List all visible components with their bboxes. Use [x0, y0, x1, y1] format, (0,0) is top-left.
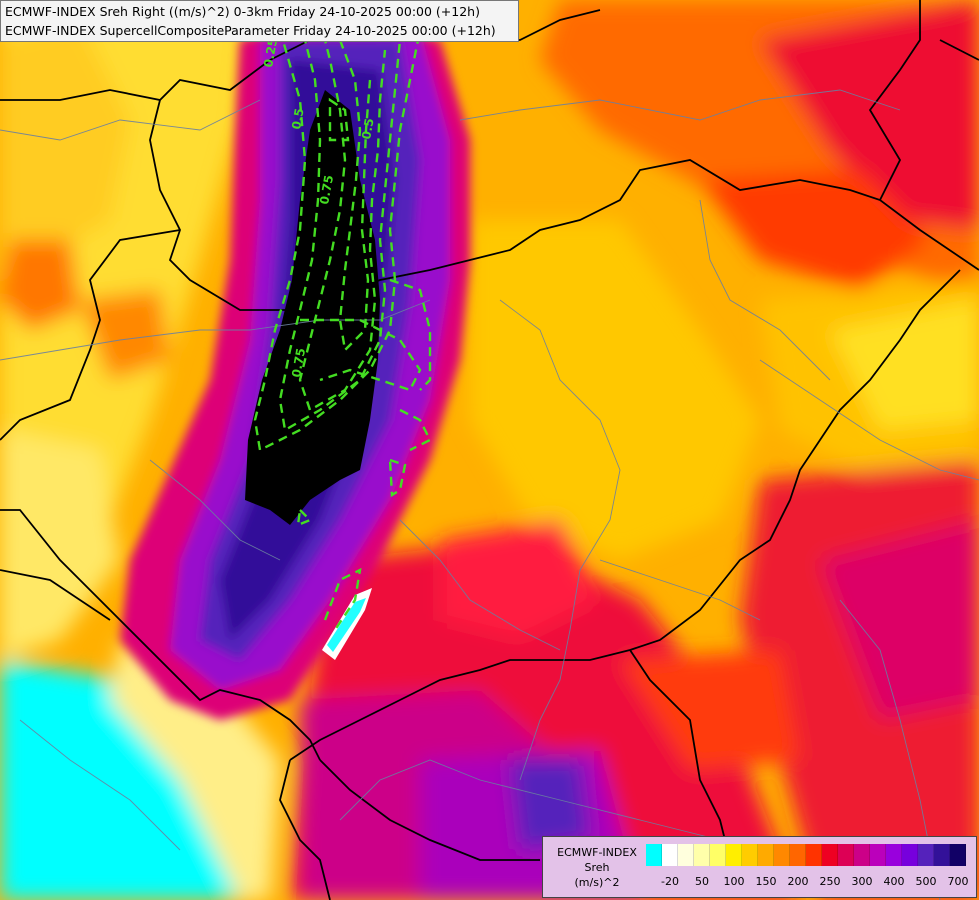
legend-tick-label: 50 [695, 875, 709, 888]
legend-swatch [694, 844, 710, 866]
legend-tick-label: 100 [723, 875, 745, 888]
legend-tick-label: 400 [883, 875, 905, 888]
title-line-scp: ECMWF-INDEX SupercellCompositeParameter … [5, 23, 496, 38]
legend-tick-label: 300 [851, 875, 873, 888]
legend-swatch [822, 844, 838, 866]
legend-swatch [934, 844, 950, 866]
legend-label: ECMWF-INDEX Sreh (m/s)^2 [549, 845, 645, 890]
legend-tick-label: 250 [819, 875, 841, 888]
legend-ticks: -20 50 100 150 200 250 300 400 500 700 [646, 875, 976, 891]
legend-tick-label: 700 [947, 875, 969, 888]
legend-swatch [774, 844, 790, 866]
color-legend: ECMWF-INDEX Sreh (m/s)^2 -20 50 100 150 200 2… [542, 836, 977, 898]
scp-contour-labels: 0.25 0.5 0.75 0.5 0.75 [261, 37, 376, 379]
legend-swatch [950, 844, 966, 866]
contour-label: 0.5 [359, 117, 376, 140]
legend-swatch [806, 844, 822, 866]
legend-swatch [726, 844, 742, 866]
legend-swatch [870, 844, 886, 866]
rivers [0, 89, 979, 900]
legend-swatch [886, 844, 902, 866]
title-line-sreh: ECMWF-INDEX Sreh Right ((m/s)^2) 0-3km F… [5, 4, 480, 19]
legend-unit: (m/s)^2 [574, 876, 620, 889]
legend-colorbar [646, 844, 966, 866]
legend-swatch [918, 844, 934, 866]
legend-swatch [758, 844, 774, 866]
sreh-max-core [245, 90, 380, 525]
legend-swatch [854, 844, 870, 866]
legend-model: ECMWF-INDEX [557, 846, 637, 859]
legend-swatch [662, 844, 678, 866]
legend-swatch [710, 844, 726, 866]
legend-tick-label: 200 [787, 875, 809, 888]
legend-tick-label: 500 [915, 875, 937, 888]
legend-swatch [902, 844, 918, 866]
legend-swatch [790, 844, 806, 866]
map-title: ECMWF-INDEX Sreh Right ((m/s)^2) 0-3km F… [0, 0, 519, 42]
contour-label: 0.75 [317, 174, 336, 206]
legend-swatch [678, 844, 694, 866]
legend-swatch [838, 844, 854, 866]
legend-swatch [646, 844, 662, 866]
scp-contours [253, 19, 432, 631]
contour-label: 0.25 [261, 37, 280, 69]
legend-tick-label: -20 [661, 875, 679, 888]
legend-variable: Sreh [584, 861, 610, 874]
legend-tick-label: 150 [755, 875, 777, 888]
contour-label: 0.75 [289, 347, 308, 379]
contour-label: 0.5 [289, 107, 306, 130]
legend-swatch [742, 844, 758, 866]
